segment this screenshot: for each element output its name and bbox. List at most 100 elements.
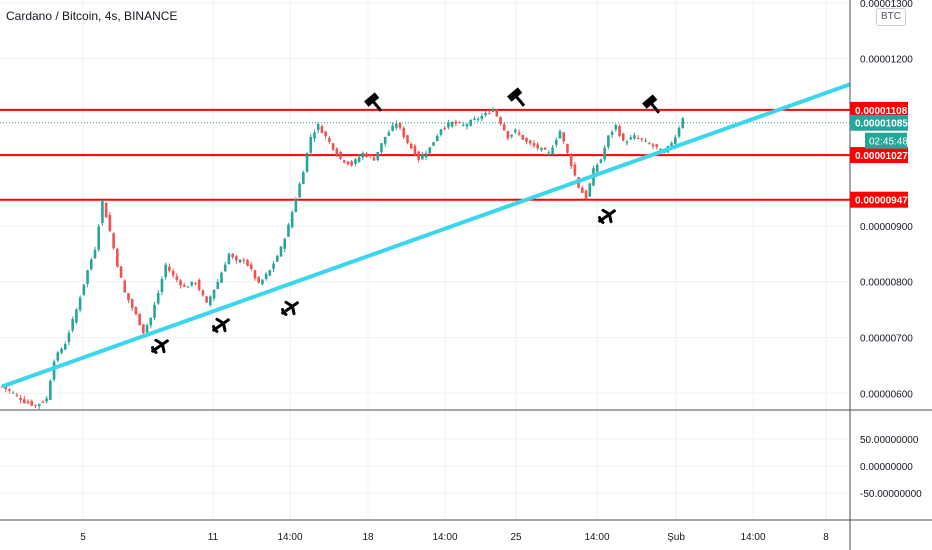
candle-body <box>517 132 521 135</box>
airplane-shape <box>598 208 616 224</box>
candle-body <box>179 280 182 286</box>
candle-body <box>138 313 141 326</box>
trendline[interactable] <box>1 82 851 389</box>
candle-body <box>171 270 175 276</box>
candle-body <box>521 134 525 140</box>
candle-body <box>298 183 301 198</box>
candle-body <box>37 403 41 407</box>
candle-body <box>532 143 536 146</box>
candle-body <box>86 270 89 284</box>
candle-body <box>209 296 212 306</box>
candle-body <box>216 281 220 289</box>
candle-body <box>89 259 93 270</box>
candle-body <box>554 140 558 145</box>
candle-body <box>82 284 86 295</box>
candle-body <box>525 137 528 142</box>
candle-body <box>331 143 335 150</box>
time-tick-label: 5 <box>80 532 86 543</box>
candle-body <box>212 289 216 299</box>
price-tick-label: 0.00001300 <box>860 0 913 10</box>
candle-body <box>0 386 4 388</box>
candle-body <box>651 144 655 147</box>
candle-body <box>130 299 134 308</box>
candle-body <box>361 152 365 158</box>
level-price-label: 0.00001027 <box>855 151 908 162</box>
candle-body <box>528 140 532 144</box>
price-tick-label: 0.00000800 <box>860 278 913 289</box>
candle-body <box>339 151 342 159</box>
last-price-label: 0.00001085 <box>855 119 908 130</box>
candle-body <box>56 352 60 361</box>
gavel-head <box>364 92 380 107</box>
candle-body <box>584 190 588 200</box>
candle-body <box>365 153 368 157</box>
candle-body <box>235 256 238 261</box>
candle-body <box>149 317 153 326</box>
candle-body <box>34 404 37 406</box>
candle-body <box>290 212 294 228</box>
candle-body <box>573 164 577 176</box>
airplane-shape <box>281 300 299 316</box>
candle-body <box>164 264 167 277</box>
candle-body <box>116 248 119 267</box>
candle-body <box>677 127 681 137</box>
candle-body <box>469 119 473 126</box>
airplane-icon <box>281 300 299 316</box>
candle-body <box>670 143 673 148</box>
candle-body <box>45 398 48 402</box>
gavel-head <box>507 87 523 102</box>
candle-body <box>484 113 487 116</box>
candle-body <box>78 297 82 311</box>
indicator-tick-label: 50.00000000 <box>860 435 919 446</box>
candle-body <box>618 126 621 136</box>
candles[interactable] <box>0 107 685 410</box>
candle-body <box>108 214 112 232</box>
candle-body <box>350 161 353 166</box>
candle-body <box>186 286 190 288</box>
candle-body <box>19 397 22 401</box>
candle-body <box>142 324 145 334</box>
candle-body <box>432 142 435 146</box>
candle-body <box>514 129 517 133</box>
gavel-icon <box>364 92 383 112</box>
candle-body <box>342 160 346 163</box>
candle-body <box>197 280 201 290</box>
chart-title: Cardano / Bitcoin, 4s, BINANCE <box>6 9 178 23</box>
candle-body <box>640 138 644 140</box>
level-price-label: 0.00001108 <box>855 106 908 117</box>
candle-body <box>60 348 63 353</box>
last-price-label-bg <box>850 114 908 131</box>
candle-body <box>569 154 573 167</box>
candle-body <box>257 277 260 283</box>
candle-body <box>614 124 618 130</box>
level-price-label-bg <box>850 147 908 164</box>
candle-body <box>443 128 446 130</box>
level-price-label: 0.00000947 <box>855 196 908 207</box>
candle-body <box>41 401 45 403</box>
candle-body <box>413 145 417 156</box>
candle-body <box>309 136 313 153</box>
candle-body <box>153 304 156 318</box>
candle-body <box>465 124 469 127</box>
price-tick-label: 0.00000700 <box>860 333 913 344</box>
time-tick-label: 18 <box>362 532 374 543</box>
candle-body <box>145 325 149 333</box>
candle-body <box>566 144 569 153</box>
candle-body <box>547 152 551 154</box>
candle-body <box>160 278 164 293</box>
airplane-icon <box>151 338 169 354</box>
candle-body <box>261 279 264 285</box>
candle-body <box>435 135 439 142</box>
currency-badge[interactable]: BTC <box>876 8 906 26</box>
candle-body <box>123 280 127 293</box>
grid <box>0 0 850 520</box>
candle-body <box>458 122 461 124</box>
candle-body <box>450 121 454 127</box>
candle-body <box>659 148 662 150</box>
candle-body <box>647 143 651 145</box>
time-tick-label: Şub <box>667 532 685 543</box>
candle-body <box>223 264 227 272</box>
candle-body <box>402 128 406 138</box>
candle-body <box>279 246 283 257</box>
